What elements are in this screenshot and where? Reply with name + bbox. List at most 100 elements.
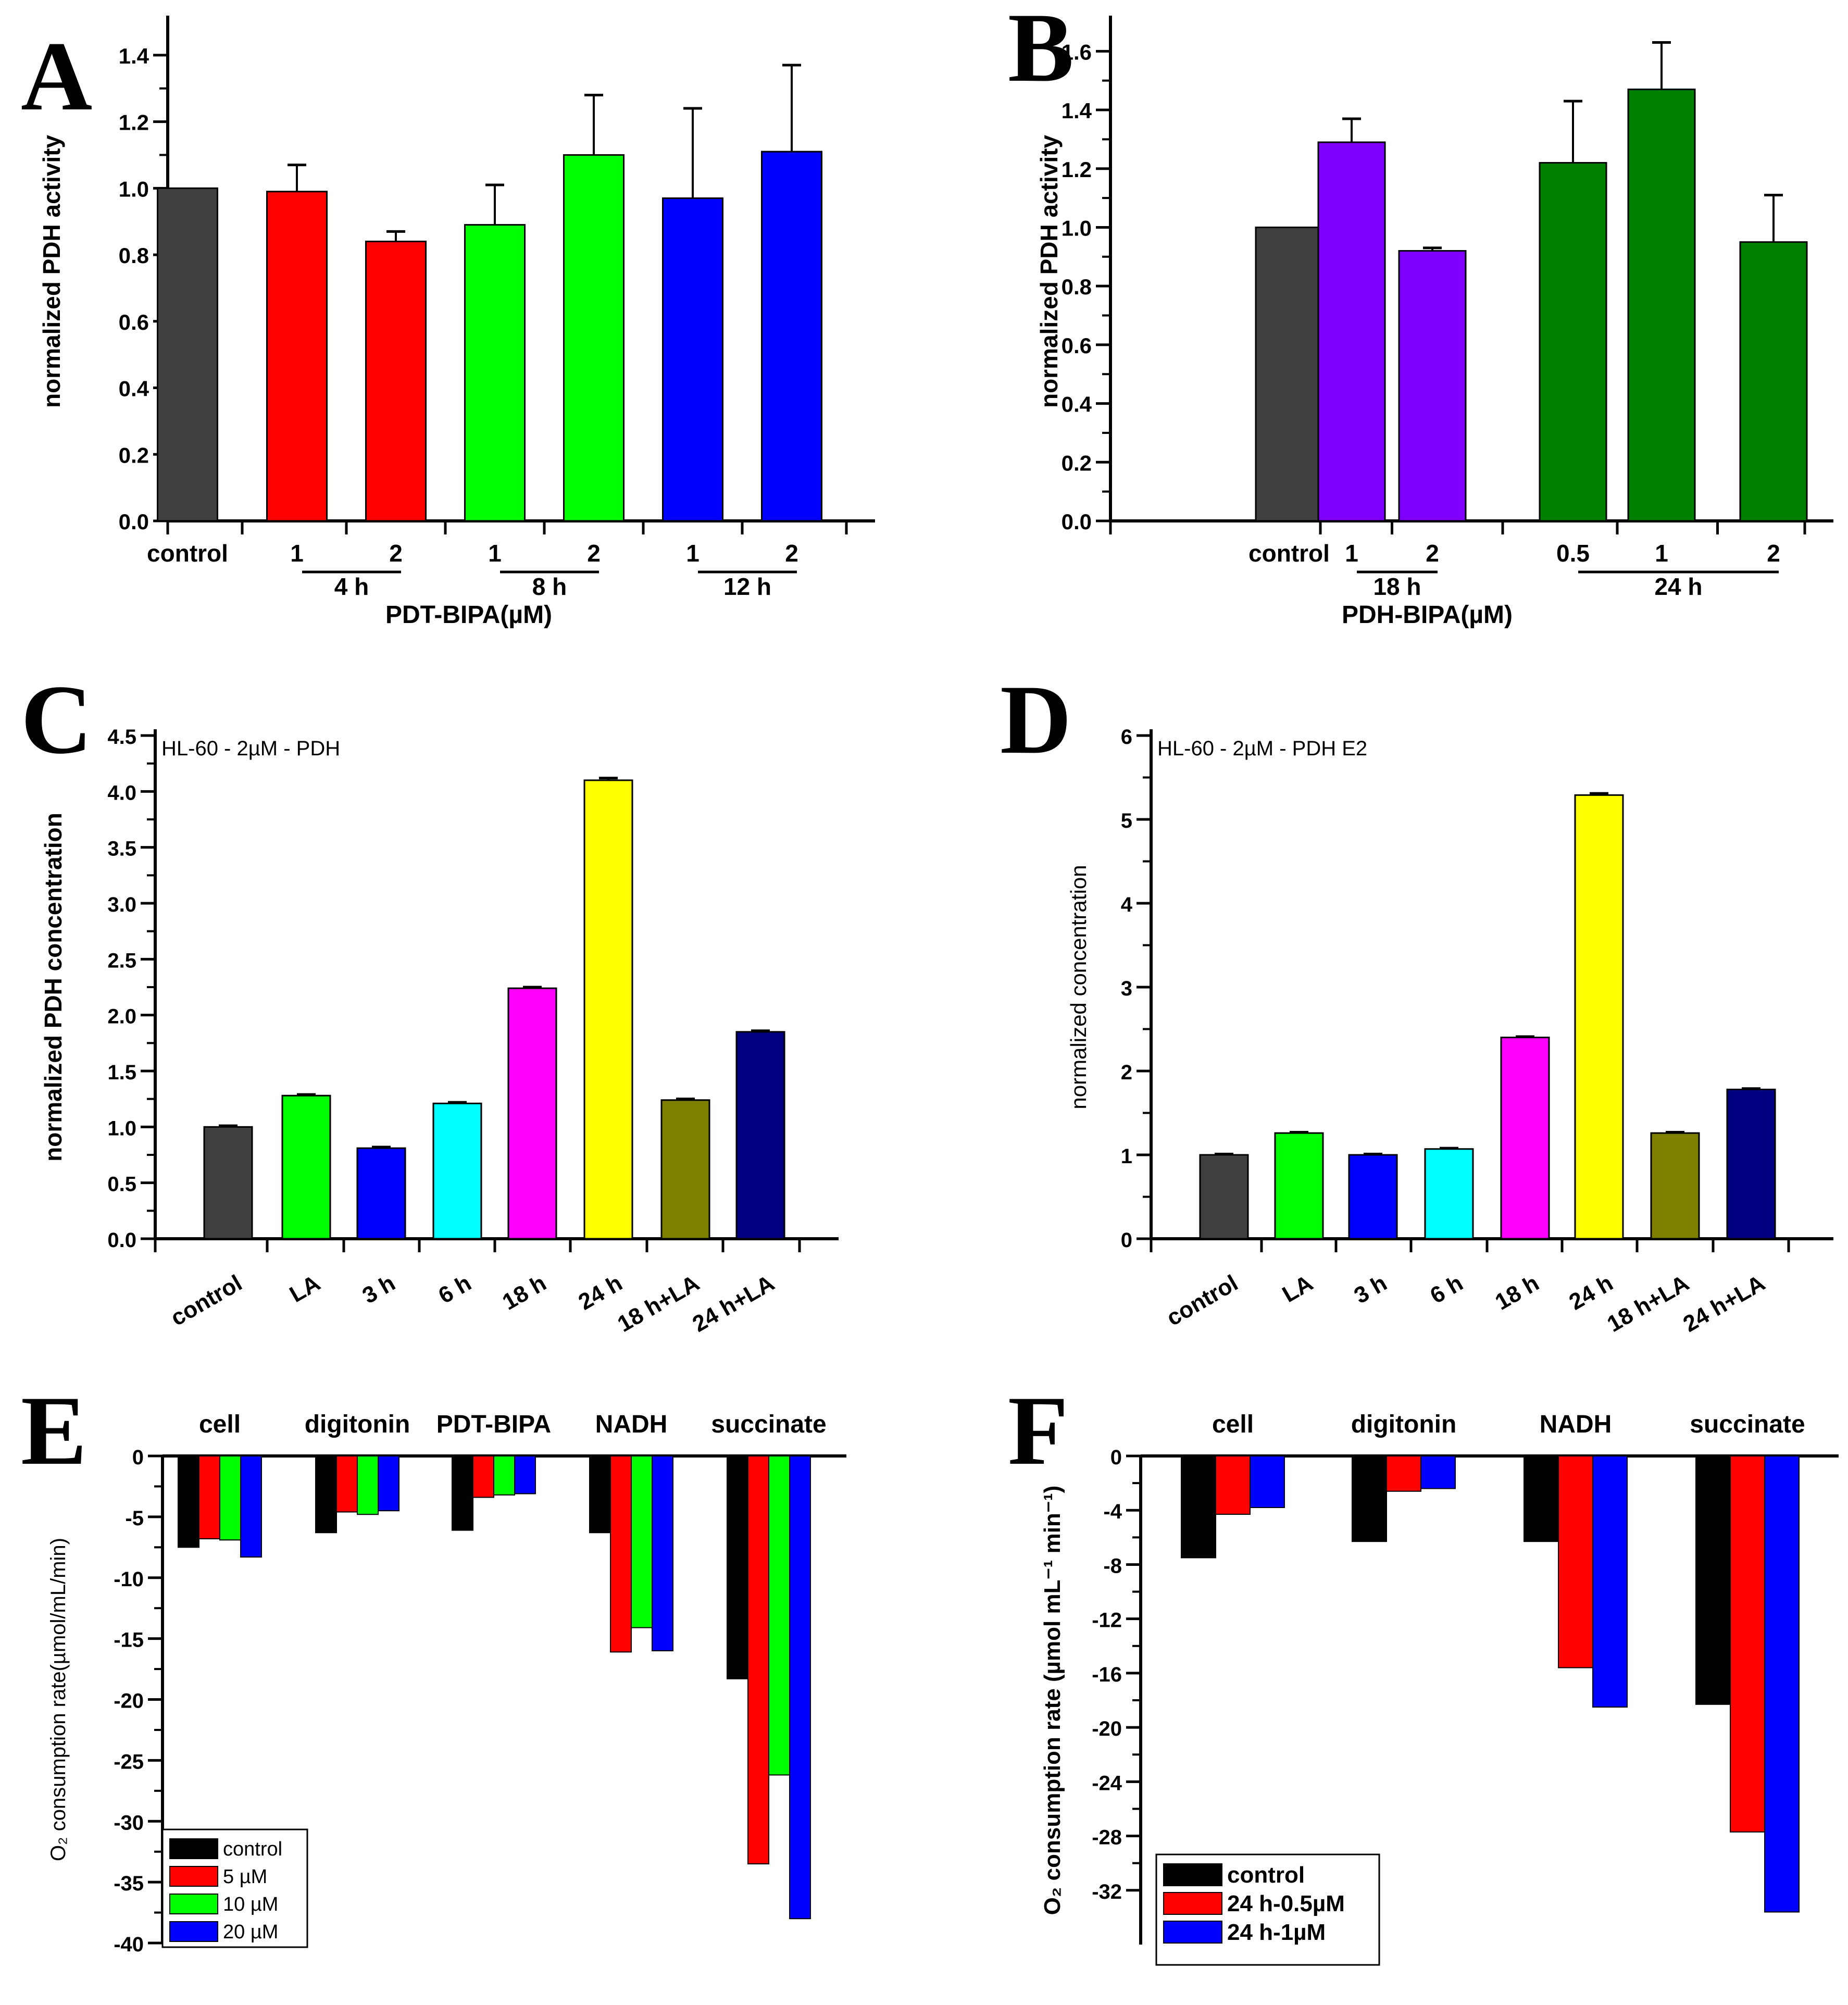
y-tick-label: 0.6	[119, 310, 149, 334]
category-label: digitonin	[1351, 1411, 1457, 1438]
y-tick-label: 0	[132, 1446, 144, 1469]
y-tick-label: -8	[1103, 1554, 1122, 1577]
bar	[432, 1102, 482, 1240]
bar	[378, 1455, 399, 1512]
bar	[727, 1455, 748, 1679]
y-tick-label: 0.0	[119, 509, 149, 534]
y-tick-label: 0.8	[1062, 275, 1092, 299]
x-tick-label: 6 h	[1426, 1270, 1467, 1309]
x-tick-label: control	[147, 540, 228, 567]
y-tick-label: 1.2	[1062, 157, 1092, 182]
y-tick-label: -4	[1103, 1500, 1122, 1523]
bar	[1764, 1455, 1800, 1913]
y-tick-label: 3.0	[107, 893, 136, 916]
x-tick-label: LA	[1278, 1270, 1317, 1307]
y-tick-label: 4.5	[107, 726, 136, 749]
x-tick-label: 2	[785, 540, 798, 567]
bar	[464, 224, 526, 522]
bar	[583, 779, 633, 1240]
x-tick-label: 0.5	[1556, 540, 1590, 567]
bar	[1424, 1148, 1474, 1240]
bar	[203, 1126, 253, 1240]
y-tick-label: 0.5	[107, 1173, 136, 1196]
bar	[365, 241, 427, 522]
panel-label: E	[21, 1376, 87, 1486]
group-label: 4 h	[334, 573, 369, 600]
y-tick-label: 0.0	[107, 1229, 136, 1252]
panel-D: D 0 1 2 3 4 5 6 normalized concentration control L…	[1000, 665, 1833, 1337]
bar	[198, 1455, 220, 1539]
y-tick-label: 1.2	[119, 110, 149, 135]
y-tick-label: 0.6	[1062, 333, 1092, 358]
legend-label: 24 h-1µM	[1227, 1920, 1326, 1945]
panel-A: A 0.0 0.2 0.4 0.6 0.8 1.0 1.2 1.4 normalized PDH …	[21, 16, 875, 629]
x-tick-label: 2	[1426, 540, 1439, 567]
bar	[761, 151, 822, 522]
x-tick-label: control	[166, 1270, 246, 1331]
bar	[1574, 794, 1624, 1240]
bar	[315, 1455, 337, 1534]
panel-E: E 0 -5 -10 -15 -20 -25 -30 -35 -40 O₂ consumption …	[21, 1376, 846, 1956]
legend-label: 24 h-0.5µM	[1227, 1891, 1345, 1916]
panel-C: C 0.0 0.5 1.0 1.5 2.0 2.5 3.0 3.5 4.0 4.5 normalize…	[21, 665, 839, 1337]
x-tick-label: 1	[488, 540, 502, 567]
y-tick-label: 0.4	[1062, 392, 1092, 417]
legend-swatch	[1163, 1892, 1222, 1915]
legend-swatch	[169, 1921, 218, 1942]
x-tick-label: 3 h	[1350, 1270, 1391, 1309]
bar	[768, 1455, 790, 1776]
annotation-text: HL-60 - 2µM - PDH	[161, 737, 340, 760]
y-tick-label: 1.5	[107, 1061, 136, 1084]
bar	[1420, 1455, 1456, 1489]
bar	[357, 1455, 379, 1515]
x-tick-label: control	[1248, 540, 1330, 567]
bar	[356, 1147, 406, 1240]
y-axis-label: normalized PDH activity	[1035, 135, 1063, 408]
bar	[157, 187, 218, 522]
y-tick-label: -5	[125, 1507, 144, 1530]
y-tick-label: -12	[1092, 1609, 1122, 1632]
group-label: 24 h	[1654, 573, 1702, 600]
y-tick-label: 6	[1121, 726, 1132, 749]
y-tick-label: 2.0	[107, 1005, 136, 1028]
bar	[660, 1099, 710, 1240]
x-tick-label: 24 h+LA	[688, 1270, 779, 1337]
bar	[281, 1094, 331, 1240]
bar	[240, 1455, 262, 1558]
y-tick-label: -15	[114, 1629, 144, 1652]
y-axis-label: O₂ consumption rate(µmol/mL/min)	[47, 1538, 70, 1861]
bar	[1524, 1455, 1559, 1542]
y-tick-label: -25	[114, 1750, 144, 1773]
x-tick-label: 1	[1345, 540, 1358, 567]
bar	[1386, 1455, 1421, 1492]
y-tick-label: -16	[1092, 1663, 1122, 1686]
x-tick-label: 24 h+LA	[1679, 1270, 1769, 1337]
bar	[1348, 1154, 1398, 1240]
bar	[266, 191, 328, 522]
bar	[789, 1455, 811, 1920]
y-axis-label: normalized PDH concentration	[40, 813, 67, 1162]
legend-label: 5 µM	[223, 1866, 267, 1888]
y-tick-label: 3	[1121, 977, 1132, 1000]
bar	[747, 1455, 769, 1865]
y-tick-label: 1.0	[119, 177, 149, 201]
legend-swatch	[1163, 1921, 1222, 1944]
panel-label: A	[21, 22, 92, 131]
y-tick-label: 1.0	[1062, 216, 1092, 240]
y-tick-label: 4	[1121, 893, 1133, 916]
bar	[493, 1455, 515, 1496]
x-tick-label: 24 h	[1565, 1270, 1617, 1315]
y-tick-label: 1.4	[119, 44, 149, 68]
category-label: succinate	[711, 1411, 826, 1438]
bar	[1250, 1455, 1285, 1509]
bar	[1398, 250, 1467, 522]
bar	[589, 1455, 611, 1534]
bar	[1255, 226, 1323, 522]
bar	[1730, 1455, 1765, 1833]
category-label: NADH	[595, 1411, 668, 1438]
bar	[507, 987, 557, 1240]
x-tick-label: 2	[587, 540, 601, 567]
annotation-text: HL-60 - 2µM - PDH E2	[1157, 737, 1367, 760]
y-tick-label: -35	[114, 1872, 144, 1895]
legend: control 24 h-0.5µM 24 h-1µM	[1155, 1853, 1380, 1966]
